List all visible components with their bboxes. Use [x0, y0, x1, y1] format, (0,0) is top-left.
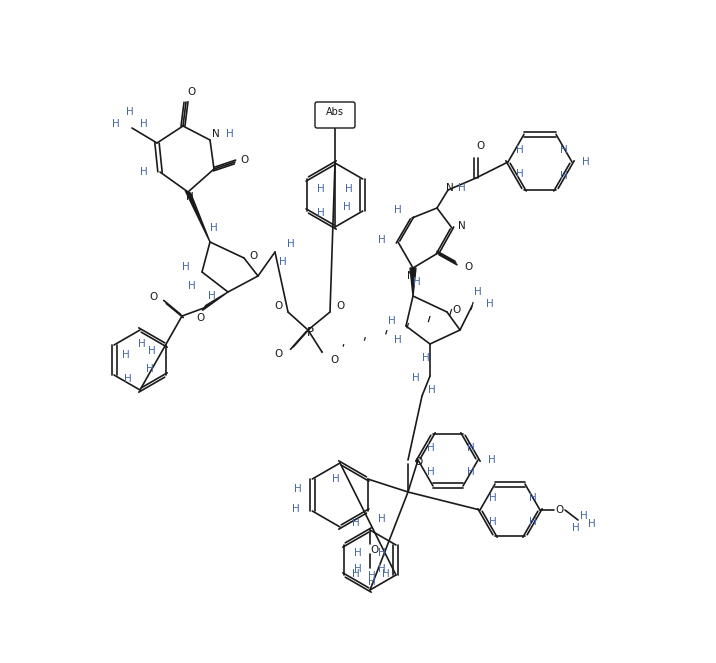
Text: H: H: [140, 167, 148, 177]
Text: H: H: [388, 316, 396, 326]
Text: H: H: [378, 548, 386, 558]
Text: O: O: [249, 251, 257, 261]
Text: H: H: [572, 523, 580, 533]
Text: H: H: [188, 281, 196, 291]
Text: H: H: [226, 129, 234, 139]
Text: N: N: [446, 183, 454, 193]
Text: Abs: Abs: [326, 107, 344, 117]
Text: H: H: [279, 257, 287, 267]
Text: H: H: [458, 183, 466, 193]
Text: H: H: [413, 277, 421, 287]
Text: H: H: [529, 517, 537, 527]
Text: H: H: [488, 455, 496, 465]
Polygon shape: [410, 268, 416, 296]
Text: O: O: [476, 141, 484, 151]
Text: N: N: [212, 129, 220, 139]
Text: H: H: [292, 504, 300, 514]
Text: H: H: [287, 239, 295, 249]
Text: H: H: [516, 145, 524, 155]
Text: H: H: [428, 385, 436, 395]
Text: H: H: [560, 145, 568, 155]
Text: H: H: [382, 569, 390, 579]
Text: H: H: [343, 202, 351, 212]
Text: H: H: [378, 235, 386, 245]
Text: H: H: [529, 493, 537, 503]
Text: H: H: [422, 353, 430, 363]
Text: H: H: [516, 168, 524, 179]
Text: H: H: [148, 346, 156, 356]
Polygon shape: [203, 292, 228, 310]
Text: H: H: [124, 374, 132, 384]
Text: H: H: [394, 205, 402, 215]
Text: H: H: [332, 474, 340, 484]
Text: O: O: [196, 313, 204, 323]
Text: H: H: [138, 339, 146, 349]
Text: H: H: [354, 564, 362, 574]
Polygon shape: [185, 191, 210, 242]
Text: H: H: [474, 287, 482, 297]
Text: H: H: [560, 170, 568, 181]
Text: O: O: [274, 301, 282, 311]
Text: H: H: [352, 569, 360, 579]
Text: N: N: [458, 221, 466, 231]
Text: H: H: [427, 443, 435, 453]
Text: N: N: [186, 192, 194, 202]
Text: H: H: [486, 299, 494, 309]
Text: H: H: [378, 564, 386, 574]
Text: H: H: [368, 571, 376, 581]
Text: H: H: [427, 467, 435, 477]
Text: H: H: [588, 519, 596, 529]
Text: O: O: [149, 292, 157, 302]
Text: O: O: [464, 262, 472, 272]
Text: H: H: [126, 107, 134, 117]
Text: H: H: [394, 335, 402, 345]
Text: H: H: [580, 511, 588, 521]
Text: O: O: [370, 545, 378, 555]
Text: H: H: [210, 223, 218, 233]
Text: O: O: [452, 305, 460, 315]
Text: H: H: [122, 350, 130, 360]
Text: O: O: [187, 87, 195, 97]
FancyBboxPatch shape: [315, 102, 355, 128]
Text: H: H: [412, 373, 420, 383]
Text: H: H: [378, 514, 386, 524]
Text: H: H: [368, 577, 376, 587]
Text: O: O: [240, 155, 248, 165]
Text: H: H: [146, 364, 154, 374]
Text: O: O: [274, 349, 282, 359]
Text: H: H: [489, 517, 497, 527]
Text: H: H: [317, 208, 325, 218]
Text: O: O: [414, 457, 422, 467]
Text: H: H: [582, 157, 590, 167]
Text: H: H: [489, 493, 497, 503]
Text: H: H: [354, 548, 362, 558]
Text: H: H: [182, 262, 190, 272]
Text: H: H: [467, 467, 475, 477]
Text: H: H: [467, 443, 475, 453]
Text: O: O: [336, 301, 344, 311]
Text: H: H: [317, 184, 325, 194]
Text: H: H: [208, 291, 216, 301]
Text: O: O: [330, 355, 338, 365]
Text: P: P: [306, 326, 314, 339]
Text: H: H: [345, 184, 352, 194]
Text: H: H: [140, 119, 148, 129]
Text: H: H: [352, 518, 360, 528]
Text: O: O: [556, 505, 564, 515]
Text: N: N: [407, 271, 415, 281]
Text: H: H: [112, 119, 120, 129]
Text: H: H: [294, 484, 302, 494]
